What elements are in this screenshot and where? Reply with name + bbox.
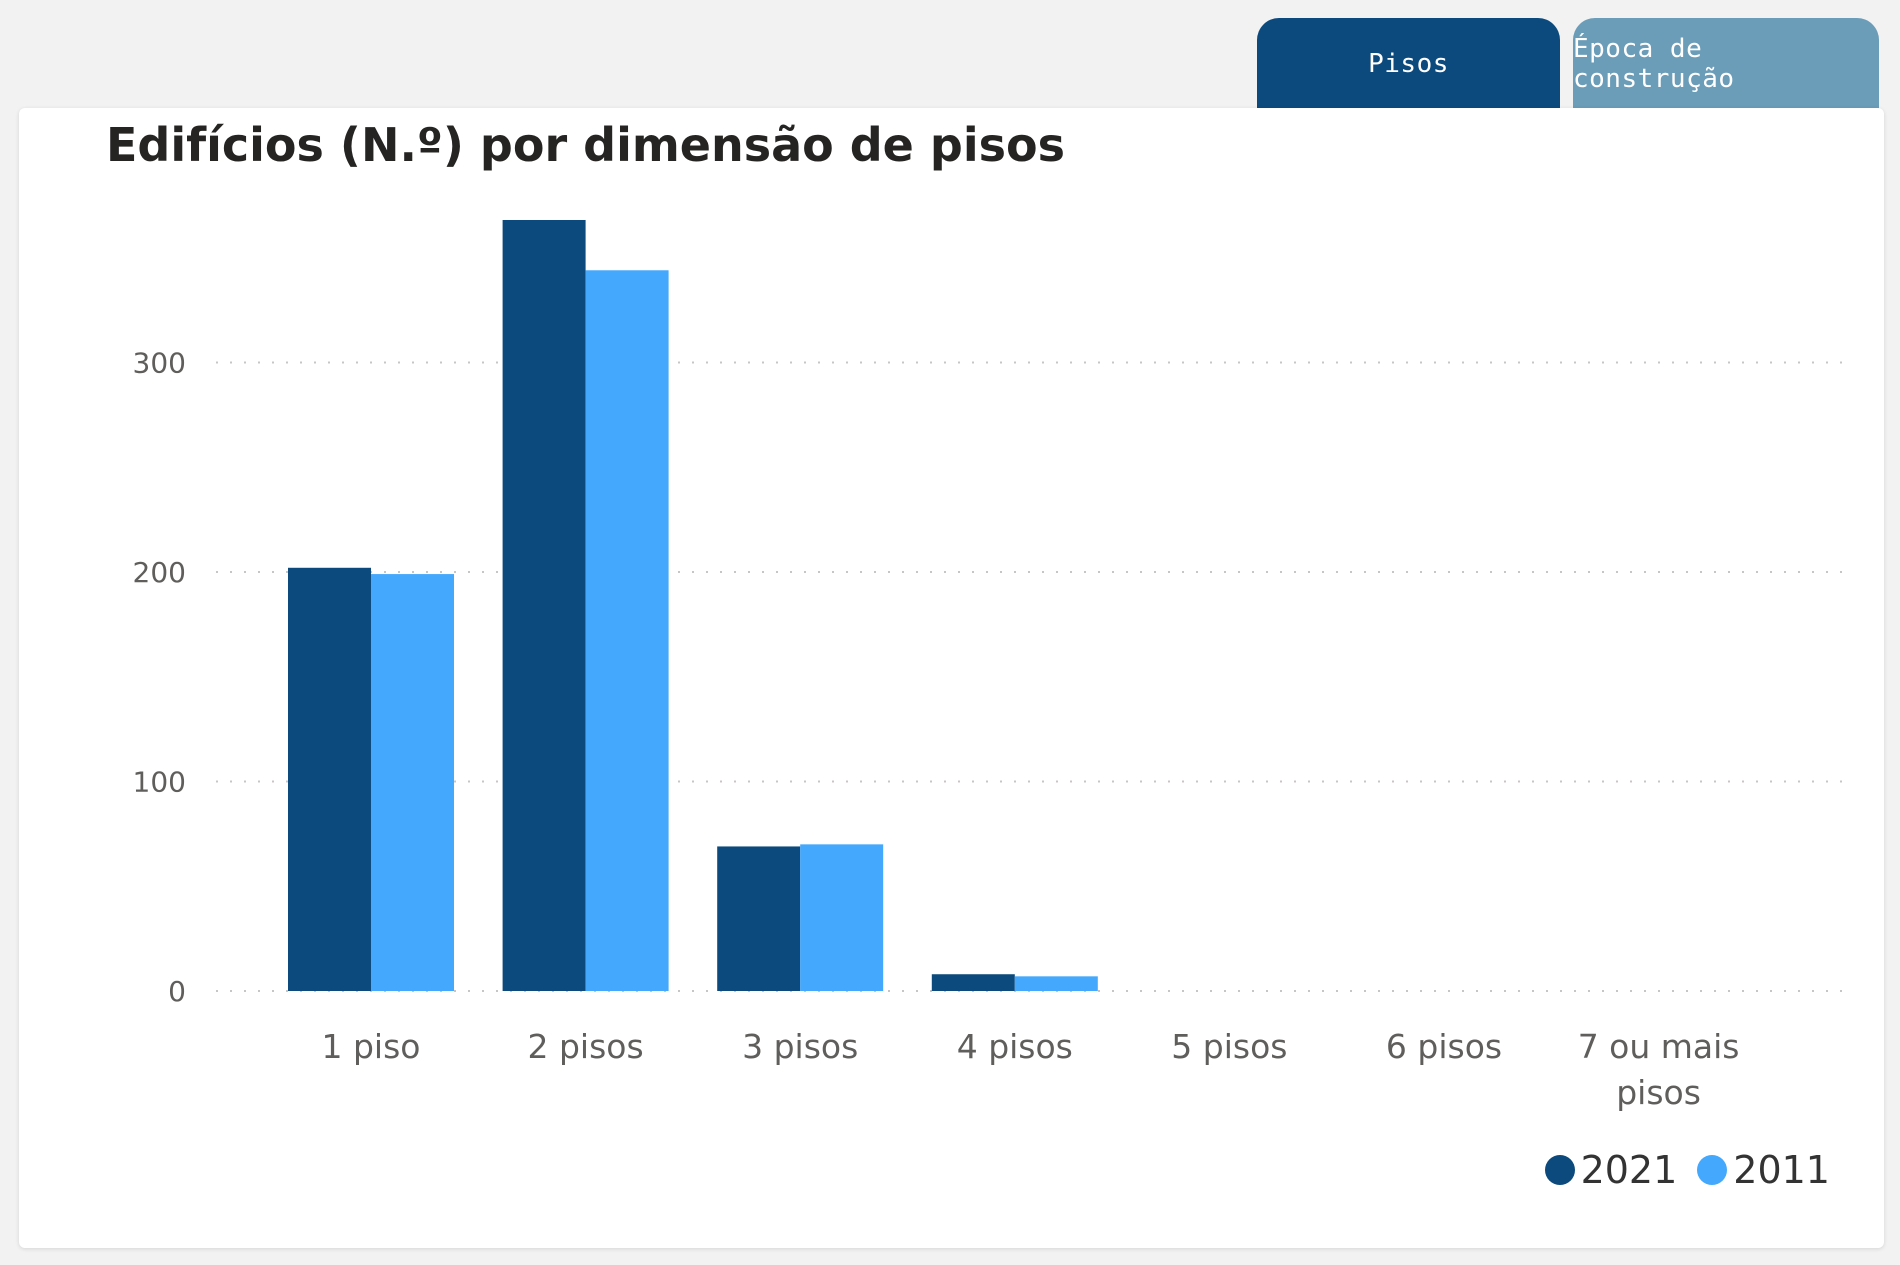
bar-2011-3[interactable] xyxy=(1014,976,1098,991)
x-tick-label: 4 pisos xyxy=(957,1027,1073,1066)
tab-epoca-de-construcao[interactable]: Época de construção xyxy=(1573,18,1879,110)
legend-label-2011: 2011 xyxy=(1733,1148,1830,1192)
chart-title: Edifícios (N.º) por dimensão de pisos xyxy=(106,118,1065,172)
bar-2011-2[interactable] xyxy=(800,844,884,991)
x-tick-label: 5 pisos xyxy=(1171,1027,1287,1066)
tab-pisos[interactable]: Pisos xyxy=(1257,18,1560,110)
y-tick-label: 100 xyxy=(133,765,186,798)
y-tick-label: 200 xyxy=(133,556,186,589)
x-tick-label: 7 ou mais pisos xyxy=(1578,1027,1740,1112)
bar-2011-0[interactable] xyxy=(371,574,454,991)
x-tick-label: 2 pisos xyxy=(528,1027,644,1066)
y-tick-label: 0 xyxy=(168,975,186,1008)
x-tick-label: 3 pisos xyxy=(742,1027,858,1066)
bar-2021-1[interactable] xyxy=(502,220,586,991)
chart-legend: 2021 2011 xyxy=(1544,1148,1830,1192)
bar-2021-0[interactable] xyxy=(288,567,371,991)
x-tick-label: 1 piso xyxy=(322,1027,421,1066)
legend-marker-2011 xyxy=(1697,1155,1728,1185)
x-tick-label: 6 pisos xyxy=(1386,1027,1502,1066)
legend-marker-2021 xyxy=(1544,1155,1575,1185)
bar-2011-1[interactable] xyxy=(585,270,669,992)
legend-item-2011[interactable]: 2011 xyxy=(1697,1148,1830,1192)
bar-2021-3[interactable] xyxy=(931,974,1015,991)
y-tick-label: 300 xyxy=(133,346,186,379)
bar-2021-2[interactable] xyxy=(717,846,801,991)
legend-item-2021[interactable]: 2021 xyxy=(1544,1148,1678,1192)
legend-label-2021: 2021 xyxy=(1580,1148,1678,1192)
